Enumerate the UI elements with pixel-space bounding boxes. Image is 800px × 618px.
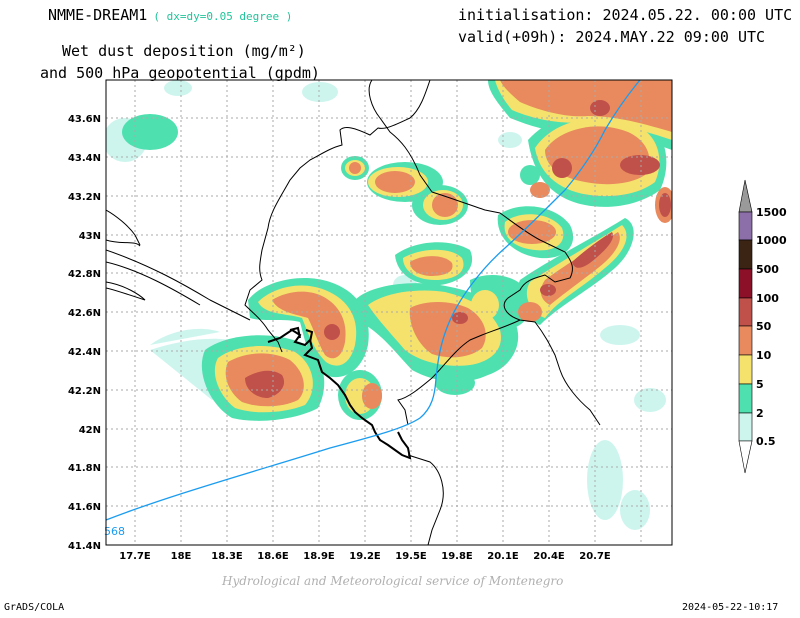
- lon-label: 18.6E: [257, 551, 289, 562]
- lon-label: 20.7E: [579, 551, 611, 562]
- lat-label: 42.2N: [68, 386, 101, 397]
- legend-label: 0.5: [756, 435, 776, 448]
- lon-label: 19.5E: [395, 551, 427, 562]
- legend-label: 1500: [756, 206, 787, 219]
- legend-swatch-5: [738, 354, 753, 385]
- legend-swatch-500: [738, 239, 753, 270]
- lat-label: 42.8N: [68, 269, 101, 280]
- lon-label: 19.2E: [349, 551, 381, 562]
- lon-label: 20.4E: [533, 551, 565, 562]
- legend-label: 2: [756, 407, 764, 420]
- lat-label: 42.4N: [68, 347, 101, 358]
- render-timestamp: 2024-05-22-10:17: [682, 602, 779, 613]
- lon-label: 17.7E: [119, 551, 151, 562]
- lon-label: 18E: [171, 551, 192, 562]
- variable-title-line1: Wet dust deposition (mg/m²): [62, 42, 306, 60]
- legend-labels: 1500 1000 500 100 50 10 5 2 0.5: [756, 206, 787, 448]
- legend-label: 10: [756, 349, 772, 362]
- lat-label: 41.4N: [68, 541, 101, 552]
- legend-swatch-50: [738, 297, 753, 327]
- legend-swatch-0-5: [738, 412, 753, 442]
- color-legend: [738, 179, 753, 474]
- dust-deposition-field: [106, 80, 672, 530]
- legend-label: 5: [756, 378, 764, 391]
- lon-label: 18.9E: [303, 551, 335, 562]
- credit-line: Hydrological and Meteorological service …: [222, 574, 564, 588]
- legend-swatch-10: [738, 325, 753, 356]
- model-title: NMME-DREAM1 ( dx=dy=0.05 degree ): [48, 6, 292, 24]
- legend-label: 50: [756, 320, 772, 333]
- model-resolution: ( dx=dy=0.05 degree ): [153, 10, 293, 23]
- montenegro-coastline: [267, 328, 412, 460]
- lat-label: 43.4N: [68, 153, 101, 164]
- lat-label: 41.6N: [68, 502, 101, 513]
- lat-label: 43N: [79, 231, 101, 242]
- lat-label: 41.8N: [68, 463, 101, 474]
- country-borders: [106, 80, 601, 545]
- legend-label: 500: [756, 263, 779, 276]
- legend-swatch-below: [738, 440, 753, 474]
- legend-swatch-100: [738, 268, 753, 299]
- map-graticule: [106, 80, 672, 545]
- bay-of-kotor: [289, 326, 314, 343]
- legend-swatch-1500: [738, 179, 753, 213]
- longitude-labels: 17.7E 18E 18.3E 18.6E 18.9E 19.2E 19.5E …: [119, 551, 611, 562]
- lon-label: 19.8E: [441, 551, 473, 562]
- variable-title-line2: and 500 hPa geopotential (gpdm): [40, 64, 320, 82]
- legend-swatch-2: [738, 383, 753, 414]
- lat-label: 43.6N: [68, 114, 101, 125]
- valid-time: valid(+09h): 2024.MAY.22 09:00 UTC: [458, 28, 766, 46]
- geopotential-contour-568: [106, 80, 641, 521]
- lat-label: 42N: [79, 425, 101, 436]
- legend-label: 1000: [756, 234, 787, 247]
- map-frame: [105, 79, 673, 546]
- software-credit: GrADS/COLA: [4, 602, 65, 613]
- lon-label: 20.1E: [487, 551, 519, 562]
- latitude-labels: 43.6N 43.4N 43.2N 43N 42.8N 42.6N 42.4N …: [68, 114, 101, 552]
- initialisation-time: initialisation: 2024.05.22. 00:00 UTC: [458, 6, 793, 24]
- legend-label: 100: [756, 292, 779, 305]
- legend-swatch-1000: [738, 211, 753, 241]
- lat-label: 43.2N: [68, 192, 101, 203]
- lon-label: 18.3E: [211, 551, 243, 562]
- lat-label: 42.6N: [68, 308, 101, 319]
- contour-label-568: 568: [104, 525, 125, 538]
- model-name: NMME-DREAM1: [48, 6, 148, 24]
